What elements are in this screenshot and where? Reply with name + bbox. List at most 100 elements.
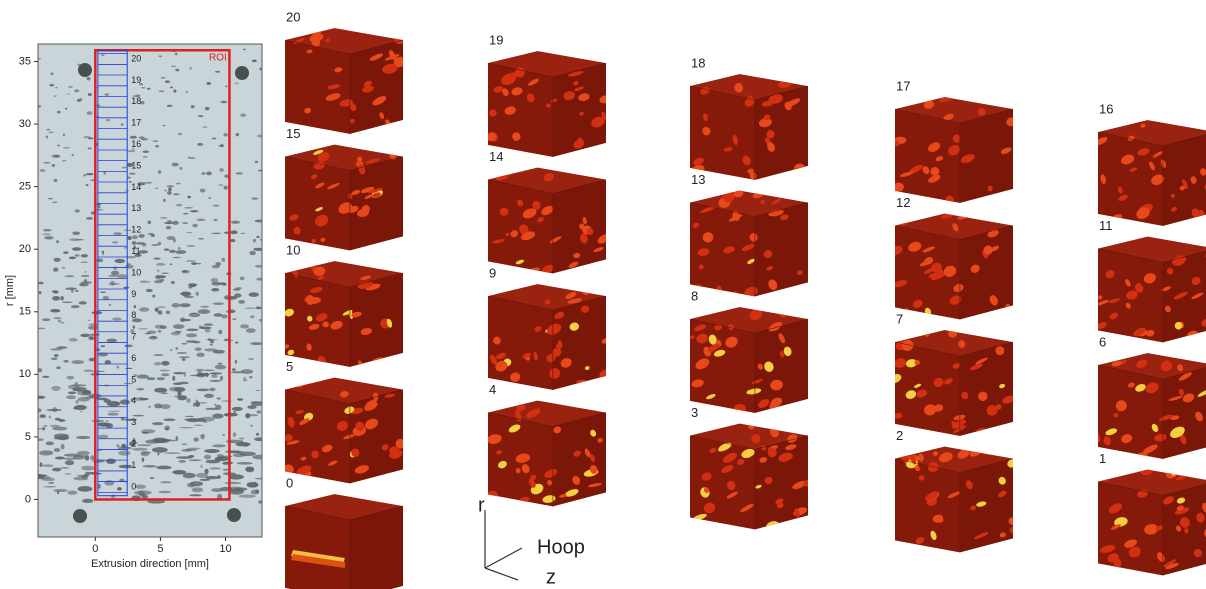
pore bbox=[161, 373, 169, 376]
pore bbox=[236, 172, 243, 174]
pore bbox=[183, 213, 188, 214]
cube-face-right bbox=[960, 459, 1013, 553]
pore bbox=[179, 356, 190, 358]
pore bbox=[155, 188, 158, 189]
slice-label: 3 bbox=[131, 417, 136, 427]
pore bbox=[36, 368, 42, 372]
pore bbox=[54, 155, 60, 158]
pore bbox=[971, 199, 978, 204]
pore bbox=[31, 474, 44, 479]
cube bbox=[488, 284, 611, 394]
pore bbox=[249, 376, 253, 378]
pore bbox=[43, 162, 51, 164]
pore bbox=[50, 309, 61, 313]
pore bbox=[170, 349, 172, 351]
pore bbox=[163, 418, 175, 421]
pore bbox=[101, 423, 112, 425]
pore bbox=[133, 326, 136, 329]
pore bbox=[98, 435, 108, 439]
pore bbox=[218, 457, 223, 461]
pore bbox=[77, 451, 90, 455]
pore bbox=[182, 270, 190, 273]
pore bbox=[193, 341, 201, 343]
pore bbox=[74, 405, 87, 410]
pore bbox=[173, 193, 179, 195]
pore bbox=[64, 275, 74, 277]
pore bbox=[255, 390, 260, 391]
pore bbox=[218, 330, 222, 335]
slice-label: 2 bbox=[131, 439, 136, 449]
pore bbox=[137, 444, 151, 446]
slice-label: 20 bbox=[131, 53, 141, 63]
pore bbox=[48, 198, 53, 199]
pore bbox=[224, 339, 229, 341]
pore bbox=[139, 398, 148, 400]
pore bbox=[66, 376, 74, 380]
cube-label: 15 bbox=[286, 126, 300, 141]
pore bbox=[91, 311, 102, 314]
pore bbox=[184, 372, 186, 377]
pore bbox=[175, 436, 178, 440]
pore bbox=[159, 279, 164, 281]
pore bbox=[65, 287, 77, 290]
pore bbox=[49, 84, 54, 87]
pore bbox=[256, 433, 259, 436]
pore bbox=[52, 164, 55, 167]
x-tick-label: 5 bbox=[157, 543, 163, 555]
pore bbox=[173, 90, 176, 93]
pore bbox=[151, 336, 156, 337]
slice-label: 13 bbox=[131, 203, 141, 213]
pore bbox=[179, 167, 182, 170]
pore bbox=[40, 462, 43, 467]
pore bbox=[243, 377, 245, 382]
pore bbox=[75, 254, 80, 257]
pore bbox=[232, 369, 235, 370]
pore bbox=[206, 373, 208, 378]
pore bbox=[211, 374, 217, 378]
pore bbox=[132, 235, 138, 239]
pore bbox=[81, 275, 90, 277]
pore bbox=[184, 207, 193, 209]
cube bbox=[488, 165, 612, 276]
pore bbox=[252, 59, 257, 62]
pore bbox=[57, 111, 61, 114]
pore bbox=[759, 420, 769, 428]
pore bbox=[106, 459, 116, 464]
pore bbox=[206, 172, 212, 176]
pore bbox=[51, 358, 58, 360]
pore bbox=[62, 302, 73, 303]
y-tick-label: 5 bbox=[25, 431, 31, 443]
cube-label: 6 bbox=[1099, 334, 1106, 349]
pore bbox=[49, 132, 54, 134]
pore bbox=[46, 129, 50, 131]
pore bbox=[187, 448, 201, 449]
marker-hole bbox=[73, 509, 87, 523]
pore bbox=[371, 375, 384, 382]
hoop-label: Hoop bbox=[537, 536, 585, 558]
pore bbox=[250, 342, 262, 345]
pore bbox=[87, 77, 91, 80]
pore bbox=[161, 77, 166, 79]
slice-label: 7 bbox=[131, 332, 136, 342]
pore bbox=[155, 308, 159, 312]
pore bbox=[187, 196, 191, 199]
pore bbox=[42, 233, 51, 235]
pore bbox=[138, 328, 149, 329]
y-tick-label: 30 bbox=[19, 118, 31, 130]
cube-face-left bbox=[285, 390, 350, 484]
pore bbox=[167, 191, 172, 195]
slice-label: 15 bbox=[131, 160, 141, 170]
pore bbox=[900, 210, 909, 218]
pore bbox=[915, 547, 924, 555]
pore bbox=[106, 338, 117, 342]
pore bbox=[170, 263, 173, 265]
pore bbox=[206, 82, 210, 85]
pore bbox=[52, 202, 58, 203]
pore bbox=[32, 438, 44, 441]
pore bbox=[48, 482, 54, 484]
cube-face-left bbox=[285, 157, 350, 251]
pore bbox=[152, 447, 168, 453]
pore bbox=[160, 481, 172, 483]
slice-label: 18 bbox=[131, 96, 141, 106]
pore bbox=[166, 226, 171, 229]
